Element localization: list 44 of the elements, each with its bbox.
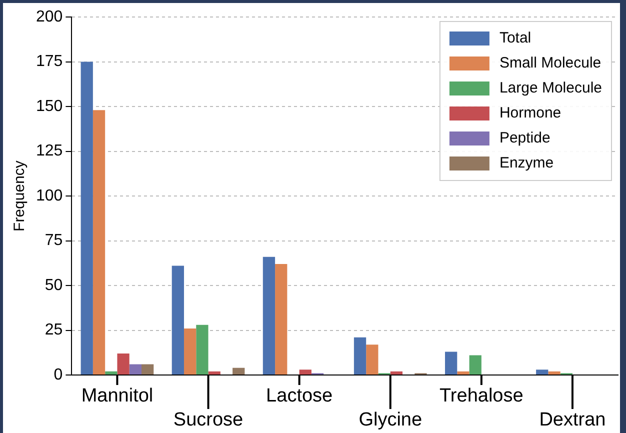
legend-label: Small Molecule — [499, 54, 602, 72]
y-tick-label: 50 — [44, 276, 63, 294]
y-axis-title: Frequency — [11, 160, 28, 232]
legend-label: Peptide — [499, 130, 550, 147]
legend-label: Large Molecule — [499, 80, 602, 97]
y-tick-label: 125 — [36, 142, 63, 160]
y-tick-label: 75 — [44, 232, 63, 250]
bar — [92, 110, 106, 374]
x-tick-label: Dextran — [539, 410, 606, 431]
bar — [172, 266, 184, 374]
y-tick-label: 175 — [36, 53, 63, 70]
bar — [184, 328, 196, 374]
y-tick-label: 25 — [44, 322, 63, 339]
bar — [142, 364, 154, 374]
bar — [469, 355, 482, 374]
x-tick-label: Lactose — [266, 386, 333, 407]
bar — [232, 368, 245, 374]
bar — [196, 324, 208, 374]
x-tick-label: Mannitol — [81, 386, 154, 407]
legend-label: Hormone — [499, 104, 562, 122]
y-tick-label: 0 — [54, 366, 63, 384]
bar — [354, 337, 366, 374]
bar — [105, 371, 118, 374]
bar — [366, 344, 378, 374]
legend-label: Enzyme — [499, 154, 554, 172]
bar — [548, 371, 560, 374]
x-tick-label: Trehalose — [440, 386, 524, 407]
y-tick-label: 150 — [36, 98, 63, 115]
bar — [299, 370, 312, 374]
y-tick-label: 100 — [36, 187, 63, 204]
bar — [129, 364, 142, 374]
bar — [208, 371, 220, 374]
y-tick-label: 200 — [36, 8, 63, 26]
bar — [457, 371, 470, 374]
x-tick-label: Glycine — [358, 410, 422, 431]
bar — [445, 352, 458, 374]
bar — [536, 370, 548, 374]
legend-label: Total — [499, 30, 532, 47]
bar — [117, 354, 130, 374]
bar — [80, 62, 93, 374]
bar — [275, 264, 288, 374]
bar — [262, 256, 276, 374]
x-tick-label: Sucrose — [173, 410, 244, 431]
bar — [390, 371, 403, 374]
